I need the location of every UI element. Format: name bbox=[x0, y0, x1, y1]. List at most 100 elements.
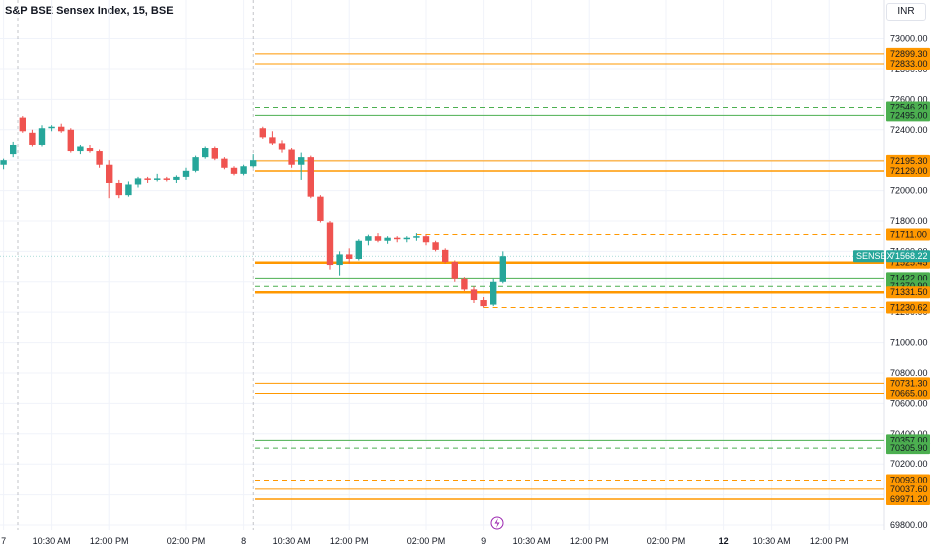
candle-body[interactable] bbox=[422, 236, 430, 243]
candle-body[interactable] bbox=[58, 126, 65, 132]
level-tag[interactable] bbox=[886, 286, 930, 299]
candle-body[interactable] bbox=[442, 249, 449, 263]
level-tag[interactable] bbox=[886, 154, 930, 167]
candle-body[interactable] bbox=[336, 254, 343, 266]
candle-body[interactable] bbox=[192, 157, 199, 171]
lightning-icon bbox=[494, 518, 500, 528]
candle-body[interactable] bbox=[298, 157, 305, 165]
x-tick-label: 02:00 PM bbox=[167, 536, 206, 546]
candle-body[interactable] bbox=[182, 170, 190, 177]
candle-body[interactable] bbox=[115, 182, 122, 196]
x-tick-label: 7 bbox=[1, 536, 6, 546]
candle-body[interactable] bbox=[77, 146, 84, 152]
candle-body[interactable] bbox=[326, 222, 334, 266]
y-tick-label: 69800.00 bbox=[890, 520, 928, 530]
candle-body[interactable] bbox=[154, 178, 161, 180]
level-tag-label: 70731.30 bbox=[890, 378, 928, 388]
y-tick-label: 72400.00 bbox=[890, 125, 928, 135]
candle-body[interactable] bbox=[480, 300, 487, 307]
candle-body[interactable] bbox=[202, 148, 209, 158]
candle-body[interactable] bbox=[163, 178, 170, 180]
candle-body[interactable] bbox=[346, 254, 353, 259]
x-tick-label: 02:00 PM bbox=[647, 536, 686, 546]
x-tick-label: 10:30 AM bbox=[753, 536, 791, 546]
level-tag[interactable] bbox=[886, 47, 930, 60]
candle-body[interactable] bbox=[278, 143, 286, 150]
candle-body[interactable] bbox=[48, 126, 55, 129]
level-tag[interactable] bbox=[886, 164, 930, 177]
y-tick-label: 72000.00 bbox=[890, 186, 928, 196]
candle-body[interactable] bbox=[106, 164, 113, 183]
candle-body[interactable] bbox=[259, 128, 266, 138]
y-tick-label: 72600.00 bbox=[890, 94, 928, 104]
level-tag[interactable] bbox=[886, 492, 930, 505]
level-tag[interactable] bbox=[886, 482, 930, 495]
level-tag-label: 70093.00 bbox=[890, 475, 928, 485]
candle-body[interactable] bbox=[470, 289, 478, 301]
y-tick-label: 71800.00 bbox=[890, 216, 928, 226]
candle-body[interactable] bbox=[67, 129, 74, 152]
candle-body[interactable] bbox=[230, 167, 238, 174]
candle-body[interactable] bbox=[451, 262, 458, 279]
candle-body[interactable] bbox=[432, 242, 439, 250]
level-tag[interactable] bbox=[886, 57, 930, 70]
candle-body[interactable] bbox=[317, 196, 324, 221]
level-tag-label: 71230.62 bbox=[890, 303, 928, 313]
level-tag[interactable] bbox=[886, 228, 930, 241]
symbol-tag bbox=[853, 250, 884, 263]
candle-body[interactable] bbox=[86, 148, 94, 152]
y-tick-label: 70200.00 bbox=[890, 459, 928, 469]
candle-body[interactable] bbox=[221, 158, 228, 168]
candle-body[interactable] bbox=[499, 256, 506, 282]
candle-body[interactable] bbox=[10, 144, 17, 155]
candle-body[interactable] bbox=[394, 237, 401, 240]
x-tick-label: 12:00 PM bbox=[570, 536, 609, 546]
y-tick-label: 71000.00 bbox=[890, 338, 928, 348]
candle-body[interactable] bbox=[19, 117, 26, 132]
candle-body[interactable] bbox=[134, 178, 142, 185]
level-tag[interactable] bbox=[886, 442, 930, 455]
level-tag[interactable] bbox=[886, 377, 930, 390]
candle-body[interactable] bbox=[355, 240, 362, 259]
level-tag[interactable] bbox=[886, 109, 930, 122]
level-tag-label: 72833.00 bbox=[890, 59, 928, 69]
x-tick-label: 10:30 AM bbox=[513, 536, 551, 546]
candle-body[interactable] bbox=[374, 236, 382, 241]
y-tick-label: 73000.00 bbox=[890, 34, 928, 44]
symbol-label: SENSEX bbox=[856, 251, 893, 261]
currency-button[interactable]: INR bbox=[886, 3, 926, 21]
level-tag-label: 70665.00 bbox=[890, 389, 928, 399]
level-tag-label: 71422.00 bbox=[890, 273, 928, 283]
candle-body[interactable] bbox=[413, 236, 420, 238]
candle-body[interactable] bbox=[365, 236, 372, 241]
candle-body[interactable] bbox=[125, 184, 132, 196]
level-tag-label: 70357.00 bbox=[890, 435, 928, 445]
candle-body[interactable] bbox=[240, 166, 247, 174]
level-tag-label: 72129.00 bbox=[890, 166, 928, 176]
level-tag[interactable] bbox=[886, 387, 930, 400]
candle-body[interactable] bbox=[29, 132, 36, 145]
candle-body[interactable] bbox=[490, 281, 497, 305]
candle-body[interactable] bbox=[144, 178, 151, 180]
current-price-label: 71568.22 bbox=[890, 251, 928, 261]
candle-body[interactable] bbox=[0, 160, 7, 165]
candle-body[interactable] bbox=[307, 157, 314, 197]
level-tag[interactable] bbox=[886, 301, 930, 314]
candle-body[interactable] bbox=[384, 237, 391, 241]
x-tick-label: 12 bbox=[719, 536, 729, 546]
candle-body[interactable] bbox=[211, 148, 218, 159]
candle-body[interactable] bbox=[288, 149, 295, 165]
candle-body[interactable] bbox=[96, 151, 103, 165]
candle-body[interactable] bbox=[403, 237, 410, 240]
x-tick-label: 9 bbox=[481, 536, 486, 546]
level-tag-label: 71711.00 bbox=[890, 230, 927, 240]
x-tick-label: 12:00 PM bbox=[90, 536, 129, 546]
current-price-tag[interactable] bbox=[886, 250, 930, 263]
x-tick-label: 02:00 PM bbox=[407, 536, 446, 546]
candle-body[interactable] bbox=[461, 278, 468, 290]
candle-body[interactable] bbox=[250, 160, 257, 167]
candle-body[interactable] bbox=[269, 137, 276, 144]
candle-body[interactable] bbox=[38, 128, 46, 145]
candle-body[interactable] bbox=[173, 176, 180, 180]
